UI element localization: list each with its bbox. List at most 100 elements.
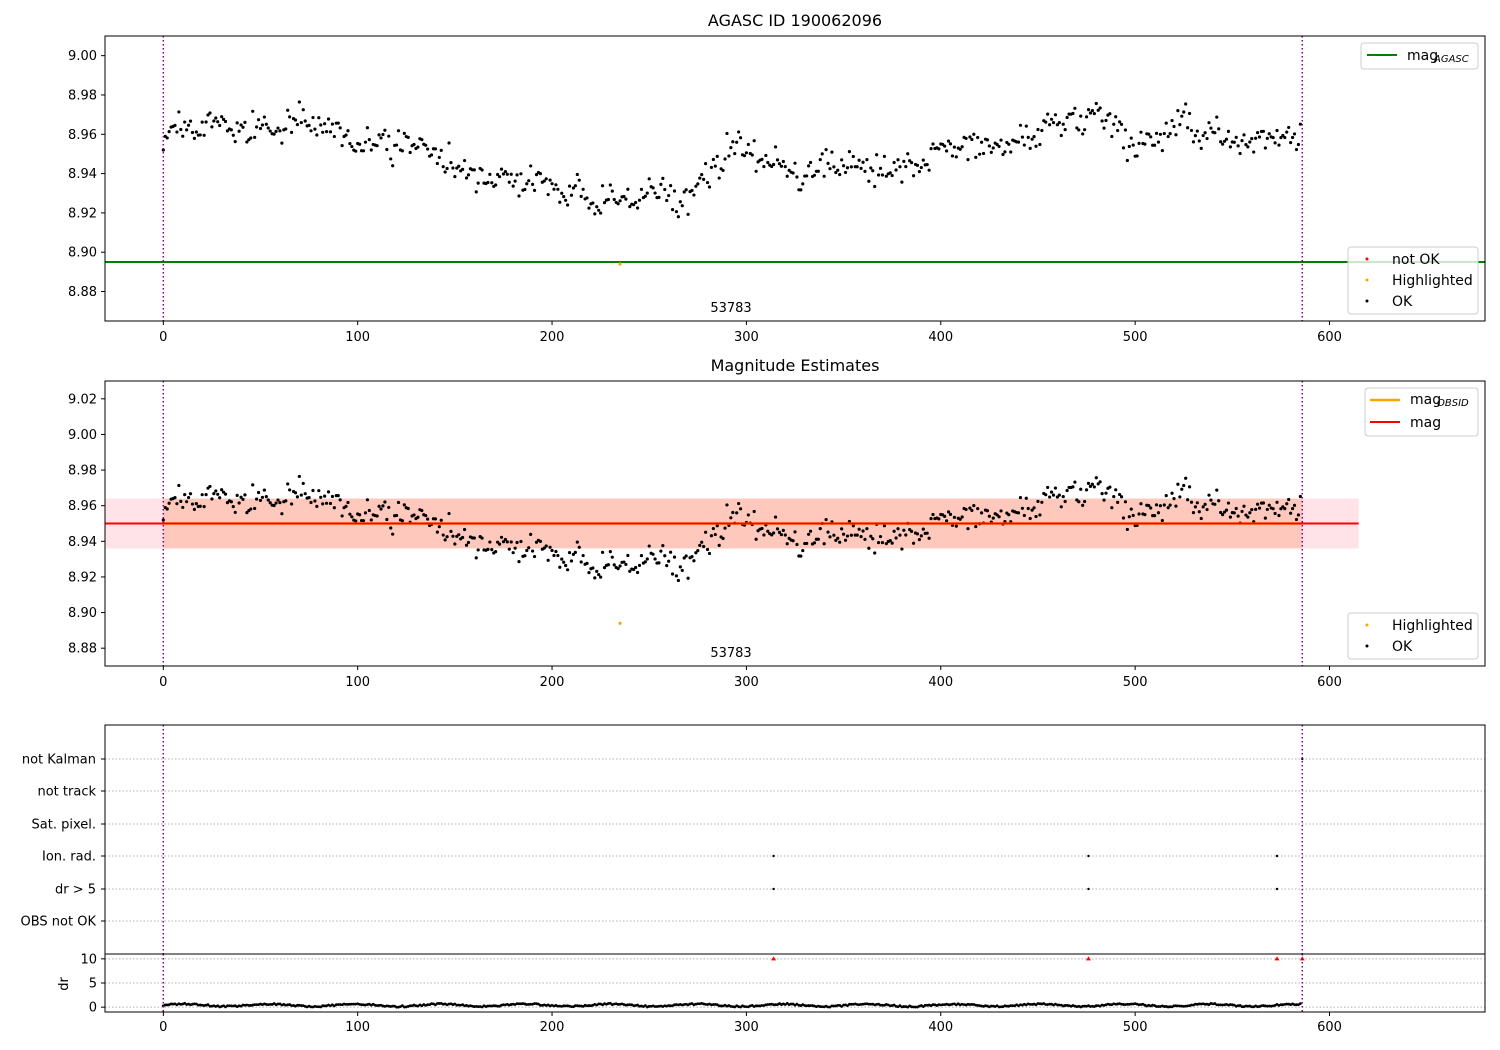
- ok-point: [972, 132, 976, 136]
- ok-point: [185, 128, 189, 132]
- ok-point: [1127, 515, 1131, 519]
- ok-point: [552, 187, 556, 191]
- ok-point: [251, 109, 255, 113]
- ok-point: [632, 203, 636, 207]
- ok-point: [1053, 113, 1058, 117]
- ok-point: [972, 504, 976, 508]
- ok-point: [610, 555, 614, 559]
- flag-mark: [1087, 854, 1090, 858]
- panel-agasc-frame: [104, 35, 1486, 322]
- ok-point: [1265, 507, 1269, 512]
- ok-point: [871, 537, 875, 541]
- ok-point: [616, 567, 620, 571]
- dr-point: [1155, 1005, 1158, 1008]
- y-tick-label: 8.94: [68, 167, 97, 182]
- ok-point: [1197, 510, 1201, 514]
- ok-point: [1092, 485, 1096, 489]
- ok-point: [742, 154, 747, 158]
- ok-point: [929, 146, 933, 151]
- ok-point: [429, 153, 434, 157]
- ok-point: [1156, 511, 1161, 515]
- ok-point: [569, 559, 574, 563]
- ok-point: [1038, 142, 1042, 147]
- dr-point: [1240, 1005, 1244, 1009]
- ok-point: [717, 176, 721, 180]
- ok-point: [332, 506, 336, 510]
- ok-point: [1267, 132, 1271, 136]
- ok-point: [702, 177, 706, 181]
- ok-point: [1083, 499, 1087, 504]
- ok-point: [692, 559, 696, 563]
- ok-point: [1034, 144, 1038, 148]
- ok-point: [1203, 502, 1207, 506]
- ok-point: [902, 159, 906, 163]
- ok-point: [737, 130, 741, 134]
- ok-point: [639, 554, 644, 558]
- ok-point: [1100, 119, 1104, 123]
- ok-point: [529, 164, 533, 168]
- ok-point: [672, 555, 677, 559]
- ok-point: [843, 538, 848, 542]
- x-tick-label: 400: [928, 1020, 953, 1035]
- ok-point: [1219, 510, 1223, 515]
- ok-point: [643, 560, 647, 564]
- ok-point: [379, 136, 383, 140]
- ok-point: [1063, 128, 1067, 132]
- ok-point: [952, 515, 956, 519]
- ok-point: [978, 152, 982, 156]
- ok-point: [527, 179, 531, 183]
- ok-point: [841, 164, 846, 168]
- ok-point: [474, 190, 478, 194]
- ok-point: [1040, 128, 1044, 133]
- ok-point: [245, 511, 249, 515]
- ok-point: [727, 154, 731, 158]
- ok-point: [1187, 485, 1192, 489]
- ok-point: [332, 134, 336, 139]
- y-tick-label: 8.94: [68, 535, 97, 550]
- dr-point: [400, 1004, 404, 1008]
- dr-point: [391, 1004, 395, 1008]
- ok-point: [618, 199, 622, 203]
- ok-point: [1226, 129, 1231, 133]
- ok-point: [639, 187, 644, 192]
- ok-point: [288, 488, 292, 492]
- panel-dr-y-ticks: 0 5 10: [80, 952, 105, 1016]
- ok-point: [385, 147, 389, 152]
- ok-point: [1285, 502, 1289, 506]
- ok-point: [412, 513, 416, 517]
- ok-point: [884, 542, 888, 546]
- ok-point: [700, 540, 704, 544]
- ok-point: [729, 146, 733, 150]
- ok-point: [575, 172, 579, 177]
- ok-point: [772, 531, 776, 535]
- ok-point: [457, 164, 461, 168]
- ok-point: [435, 530, 439, 534]
- ok-point: [556, 553, 560, 558]
- ok-point: [711, 157, 715, 162]
- ok-point: [690, 555, 694, 559]
- ok-point: [525, 548, 529, 553]
- ok-point: [258, 126, 263, 131]
- ok-point: [315, 504, 319, 508]
- ok-point: [435, 161, 439, 166]
- ok-point: [715, 524, 719, 528]
- ok-point: [1112, 494, 1116, 499]
- ok-point: [321, 502, 325, 506]
- ok-point: [286, 108, 290, 112]
- ok-point: [1246, 145, 1250, 149]
- ok-point: [725, 131, 729, 136]
- ok-point: [1244, 143, 1248, 147]
- ok-point: [272, 132, 276, 136]
- ok-point: [927, 168, 931, 172]
- dr-point: [1005, 1004, 1009, 1008]
- ok-point: [762, 533, 766, 537]
- ok-point: [1137, 141, 1141, 146]
- ok-point: [167, 129, 171, 134]
- ok-point: [266, 498, 270, 502]
- ok-point: [1007, 513, 1011, 517]
- ok-point: [1242, 504, 1246, 508]
- ok-point: [818, 527, 822, 531]
- ok-point: [888, 171, 892, 175]
- y-tick-label: 9.02: [68, 392, 97, 407]
